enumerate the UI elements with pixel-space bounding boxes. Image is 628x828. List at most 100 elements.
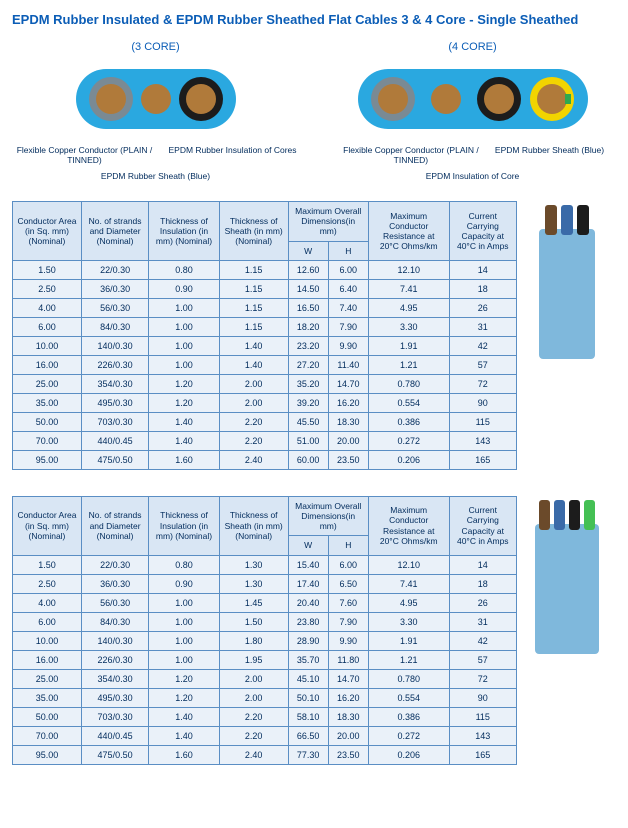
callout-sheath-4: EPDM Rubber Sheath (Blue): [495, 145, 604, 165]
table-cell: 23.50: [328, 745, 368, 764]
table-cell: 140/0.30: [81, 336, 148, 355]
table-cell: 2.50: [13, 279, 82, 298]
table-cell: 6.50: [328, 574, 368, 593]
table-cell: 0.206: [368, 745, 449, 764]
table-cell: 3.30: [368, 612, 449, 631]
table-cell: 1.40: [149, 431, 220, 450]
table-cell: 39.20: [288, 393, 328, 412]
callout-conductor: Flexible Copper Conductor (PLAIN / TINNE…: [14, 145, 154, 165]
table-cell: 25.00: [13, 374, 82, 393]
table-cell: 2.40: [219, 745, 288, 764]
col-strands: No. of strands and Diameter (Nominal): [81, 202, 148, 261]
table-cell: 1.40: [149, 412, 220, 431]
table-cell: 23.20: [288, 336, 328, 355]
col-height: H: [328, 536, 368, 555]
table-cell: 6.40: [328, 279, 368, 298]
table-cell: 0.554: [368, 688, 449, 707]
table-row: 16.00226/0.301.001.4027.2011.401.2157: [13, 355, 517, 374]
table-cell: 20.00: [328, 726, 368, 745]
table-cell: 12.10: [368, 555, 449, 574]
table-cell: 1.00: [149, 650, 220, 669]
table-row: 4.0056/0.301.001.4520.407.604.9526: [13, 593, 517, 612]
table-cell: 0.780: [368, 669, 449, 688]
table-cell: 1.30: [219, 555, 288, 574]
table-cell: 0.80: [149, 260, 220, 279]
table-cell: 1.45: [219, 593, 288, 612]
table-cell: 2.00: [219, 374, 288, 393]
table-row: 70.00440/0.451.402.2066.5020.000.272143: [13, 726, 517, 745]
table-row: 2.5036/0.300.901.1514.506.407.4118: [13, 279, 517, 298]
table-cell: 0.90: [149, 279, 220, 298]
table-cell: 2.00: [219, 393, 288, 412]
table-cell: 2.20: [219, 412, 288, 431]
table-row: 10.00140/0.301.001.8028.909.901.9142: [13, 631, 517, 650]
table-cell: 18.20: [288, 317, 328, 336]
col-dimensions: Maximum Overall Dimensions(in mm): [288, 202, 368, 242]
table-cell: 1.21: [368, 355, 449, 374]
table-cell: 1.30: [219, 574, 288, 593]
table-cell: 57: [449, 650, 516, 669]
table-cell: 50.10: [288, 688, 328, 707]
cable-photo-4core: [527, 496, 607, 666]
diagram-row: (3 CORE) Flexible Copper Conductor (PLAI…: [12, 41, 616, 181]
table-cell: 20.40: [288, 593, 328, 612]
table-cell: 0.554: [368, 393, 449, 412]
table-cell: 0.90: [149, 574, 220, 593]
table-row: 16.00226/0.301.001.9535.7011.801.2157: [13, 650, 517, 669]
table-row: 25.00354/0.301.202.0045.1014.700.78072: [13, 669, 517, 688]
table-cell: 140/0.30: [81, 631, 148, 650]
table-cell: 12.10: [368, 260, 449, 279]
table-cell: 18.30: [328, 412, 368, 431]
table-cell: 14.50: [288, 279, 328, 298]
table-cell: 1.95: [219, 650, 288, 669]
table-row: 35.00495/0.301.202.0039.2016.200.55490: [13, 393, 517, 412]
table-cell: 115: [449, 707, 516, 726]
table-cell: 36/0.30: [81, 574, 148, 593]
table-cell: 10.00: [13, 336, 82, 355]
table-row: 6.0084/0.301.001.1518.207.903.3031: [13, 317, 517, 336]
table-cell: 0.272: [368, 431, 449, 450]
table-cell: 18.30: [328, 707, 368, 726]
table-cell: 20.00: [328, 431, 368, 450]
table-cell: 77.30: [288, 745, 328, 764]
table-cell: 66.50: [288, 726, 328, 745]
table-cell: 60.00: [288, 450, 328, 469]
table-cell: 56/0.30: [81, 298, 148, 317]
table-row: 1.5022/0.300.801.3015.406.0012.1014: [13, 555, 517, 574]
table-row: 50.00703/0.301.402.2058.1018.300.386115: [13, 707, 517, 726]
table-row: 25.00354/0.301.202.0035.2014.700.78072: [13, 374, 517, 393]
table-cell: 36/0.30: [81, 279, 148, 298]
col-current: Current Carrying Capacity at 40°C in Amp…: [449, 202, 516, 261]
table-cell: 50.00: [13, 412, 82, 431]
table-cell: 35.70: [288, 650, 328, 669]
table-cell: 2.40: [219, 450, 288, 469]
table-cell: 1.15: [219, 298, 288, 317]
diagram-4core: (4 CORE) Flexible Copper Conductor (PLAI…: [329, 41, 616, 181]
table-cell: 4.00: [13, 593, 82, 612]
table-cell: 226/0.30: [81, 355, 148, 374]
col-insulation: Thickness of Insulation (in mm) (Nominal…: [149, 202, 220, 261]
table-cell: 7.90: [328, 317, 368, 336]
col-conductor-area: Conductor Area (in Sq. mm) (Nominal): [13, 496, 82, 555]
table-cell: 475/0.50: [81, 745, 148, 764]
callout-conductor-4: Flexible Copper Conductor (PLAIN / TINNE…: [341, 145, 481, 165]
table-cell: 440/0.45: [81, 431, 148, 450]
table-cell: 45.50: [288, 412, 328, 431]
table-cell: 14.70: [328, 374, 368, 393]
table-cell: 0.206: [368, 450, 449, 469]
table-cell: 1.40: [149, 726, 220, 745]
table-cell: 11.40: [328, 355, 368, 374]
table-cell: 42: [449, 631, 516, 650]
table-cell: 22/0.30: [81, 555, 148, 574]
table-cell: 25.00: [13, 669, 82, 688]
table-cell: 1.40: [219, 336, 288, 355]
table-row: 10.00140/0.301.001.4023.209.901.9142: [13, 336, 517, 355]
table-cell: 1.00: [149, 593, 220, 612]
table-cell: 84/0.30: [81, 317, 148, 336]
table-cell: 1.21: [368, 650, 449, 669]
table-cell: 2.20: [219, 431, 288, 450]
table-cell: 18: [449, 574, 516, 593]
col-width: W: [288, 536, 328, 555]
table-row: 4.0056/0.301.001.1516.507.404.9526: [13, 298, 517, 317]
table-cell: 2.00: [219, 669, 288, 688]
